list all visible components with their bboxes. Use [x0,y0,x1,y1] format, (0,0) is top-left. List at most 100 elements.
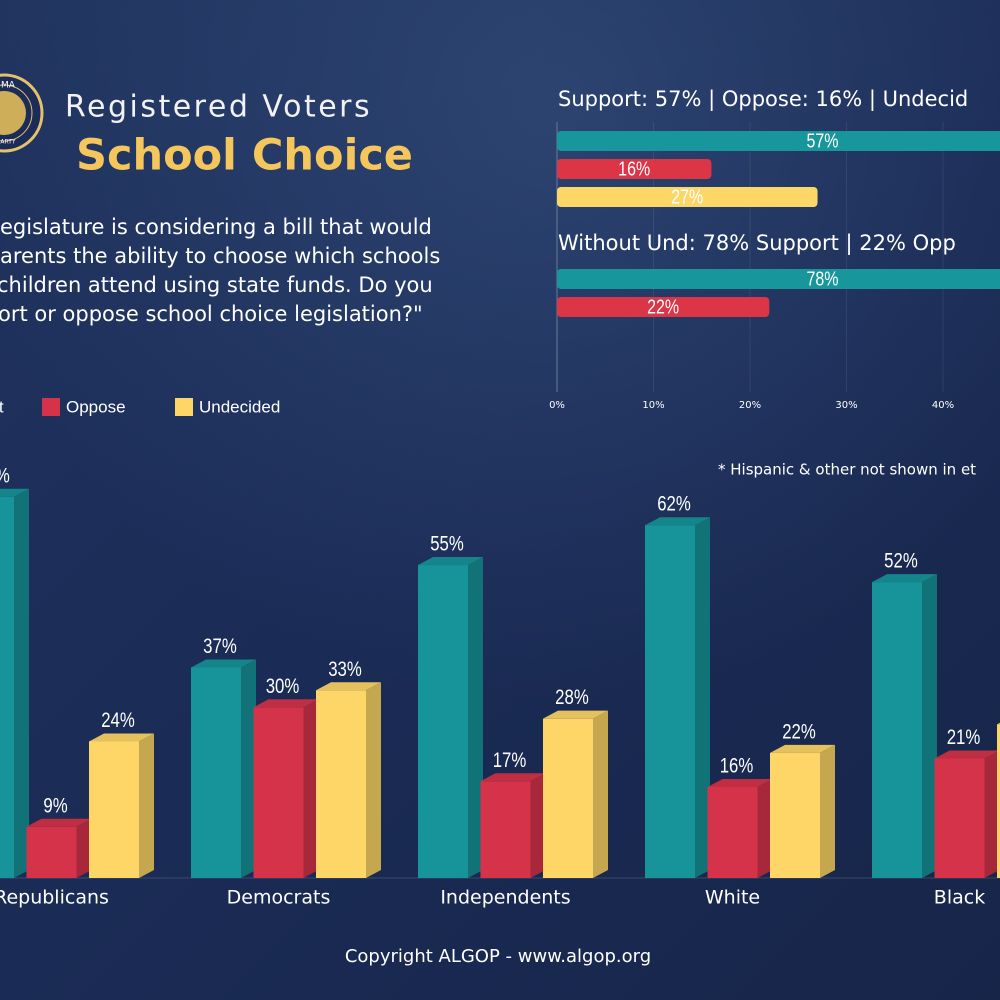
bar-side [76,818,92,878]
bar-side [14,488,29,878]
bar-top [0,488,29,497]
x-tick-label: White [705,887,760,909]
bar [645,525,695,878]
bar-top [934,750,1000,759]
bar-top [645,517,710,526]
bar [557,297,770,317]
legend-label: Oppose [66,397,126,416]
bar-side [530,773,546,878]
bar [770,752,820,878]
question-line: arents the ability to choose which schoo… [0,244,440,268]
bar [934,758,985,878]
bar [418,565,468,878]
value-label: 9% [43,795,67,818]
bar [191,667,241,878]
bar-top [253,699,319,708]
title: Registered Voters [65,90,372,125]
bar-side [984,750,1000,878]
bar [997,724,1000,878]
bar-top [872,574,937,583]
footnote: * Hispanic & other not shown in et [718,461,976,479]
value-label: 22% [647,296,679,318]
bar-side [139,733,154,878]
x-tick-label: 40% [932,400,954,411]
bar-top [997,722,1000,725]
legend-swatch [175,398,193,416]
x-tick-label: Republicans [0,887,109,909]
question-line: egislature is considering a bill that wo… [0,215,432,239]
bar-top [480,773,546,782]
value-label: 78% [806,268,838,290]
bar-side [757,778,773,878]
bar [26,826,77,878]
bar [316,690,366,878]
bar-top [543,710,608,719]
bar [872,582,922,878]
value-label: 28% [555,687,589,710]
copyright: Copyright ALGOP - www.algop.org [345,946,651,967]
bar-side [241,659,256,878]
bar-side [366,682,381,878]
value-label: 30% [266,675,300,698]
value-label: 33% [328,658,362,681]
x-tick-label: 20% [739,400,761,411]
value-label: 55% [430,533,464,556]
x-tick-label: 10% [642,400,664,411]
question-line: ort or oppose school choice legislation?… [0,302,423,326]
legend-label: Undecided [199,397,280,416]
value-label: 62% [657,493,691,516]
bar [480,781,531,878]
bar-side [468,557,483,878]
x-tick-label: 0% [549,400,565,411]
bar-side [303,699,319,878]
x-tick-label: Black [934,887,985,909]
bar [0,496,14,878]
bar [707,786,758,878]
value-label: 21% [947,726,981,749]
group-title: Support: 57% | Oppose: 16% | Undecid [558,87,968,112]
value-label: 52% [884,550,918,573]
subtitle: School Choice [76,131,413,181]
bar [557,159,712,179]
question-line: children attend using state funds. Do yo… [0,273,433,297]
bar-top [418,557,483,566]
value-label: 57% [806,130,838,152]
bar-side [593,710,608,878]
value-label: 16% [618,158,650,180]
value-label: 67% [0,465,10,488]
bar-side [922,574,937,878]
logo-inner-ring [0,84,33,142]
bar-top [89,733,154,742]
bar-top [26,818,92,827]
value-label: 16% [720,755,754,778]
bar [557,269,1000,289]
value-label: 22% [782,721,816,744]
bar-side [695,517,710,878]
bar-side [820,744,835,878]
bar [253,707,304,878]
value-label: 27% [671,186,703,208]
group-title: Without Und: 78% Support | 22% Opp [558,231,956,256]
bar [557,131,1000,151]
bar-top [770,744,835,753]
logo: MA ARTY [0,73,44,153]
logo-text: MA [1,81,16,91]
value-label: 24% [101,709,135,732]
x-tick-label: Democrats [227,887,331,909]
bar [557,187,818,207]
legend-swatch [42,398,60,416]
bar [543,718,593,878]
bar-top [707,778,773,787]
logo-seal [0,91,26,135]
x-tick-label: Independents [440,887,570,909]
logo-text: ARTY [0,139,16,146]
value-label: 17% [493,749,527,772]
bar [89,741,139,878]
legend-label: Support [0,397,4,416]
value-label: 37% [203,635,237,658]
x-tick-label: 30% [835,400,857,411]
bar-top [316,682,381,691]
bar-top [191,659,256,668]
